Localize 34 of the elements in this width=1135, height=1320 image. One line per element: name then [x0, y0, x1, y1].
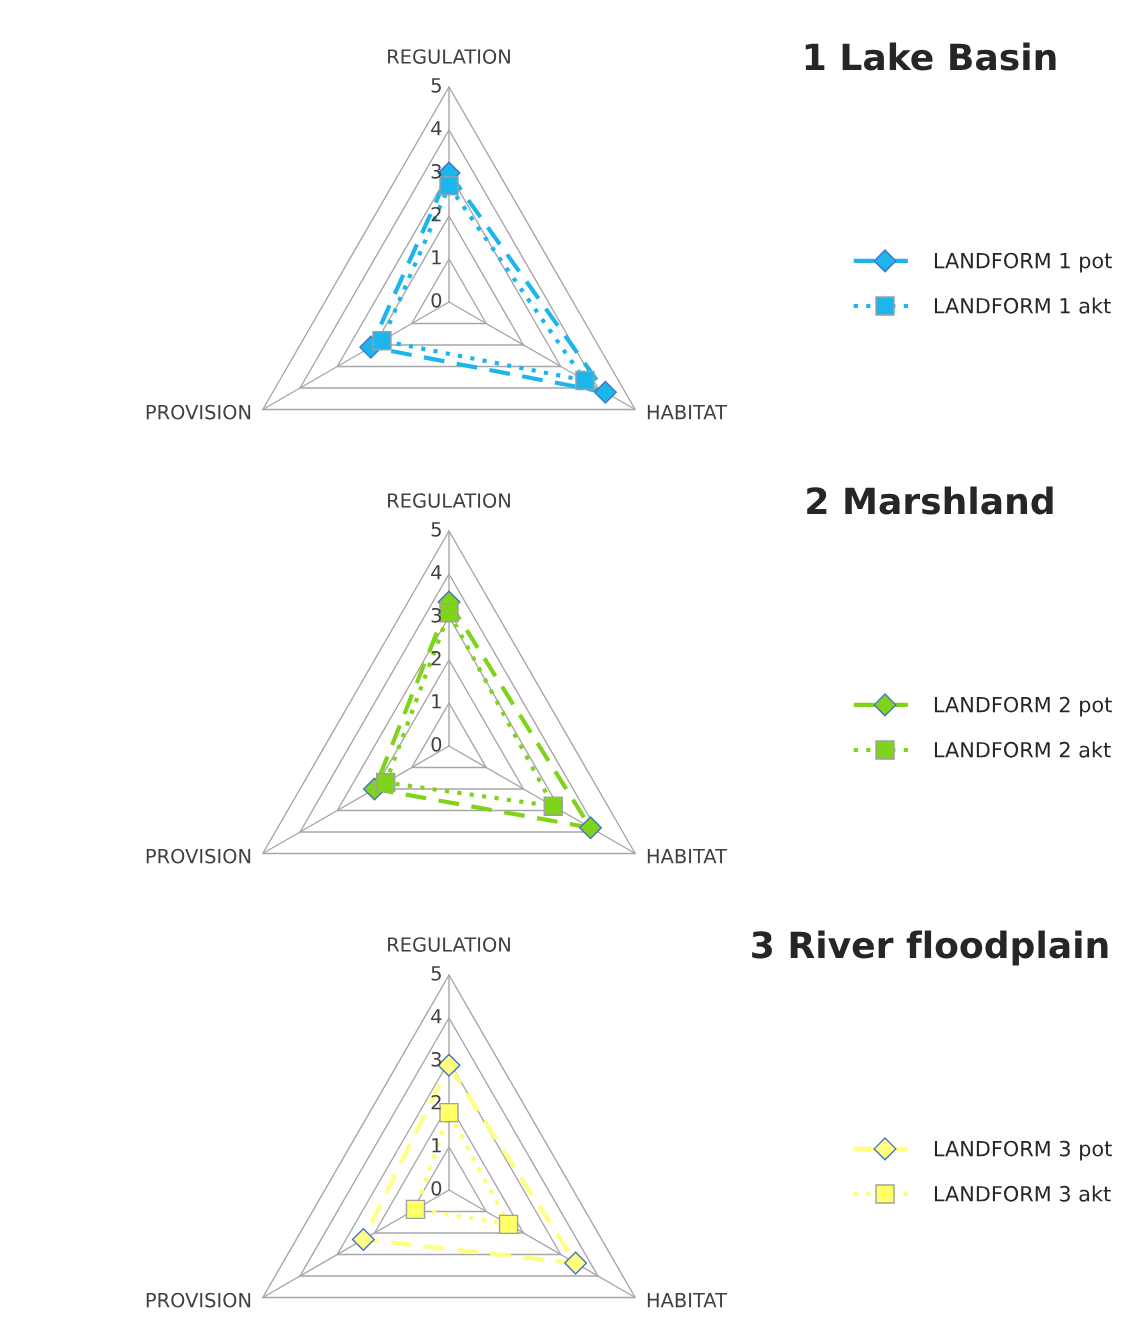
y-tick-label: 0: [431, 292, 442, 308]
spoke-label: HABITAT: [647, 848, 728, 864]
y-tick-label: 3: [431, 1051, 441, 1067]
legend-label: LANDFORM 2 pot: [934, 696, 1112, 717]
y-tick-label: 2: [431, 650, 441, 666]
legend-label: LANDFORM 1 akt: [934, 297, 1111, 314]
y-tick-label: 1: [432, 694, 441, 709]
y-tick-label: 2: [431, 206, 441, 222]
legend-label: LANDFORM 3 pot: [934, 1140, 1112, 1161]
y-tick-label: 3: [431, 163, 441, 179]
y-tick-label: 0: [431, 736, 442, 752]
spoke-label: HABITAT: [647, 1292, 728, 1308]
legend-label: LANDFORM 3 akt: [934, 1185, 1111, 1202]
y-tick-label: 5: [431, 966, 441, 981]
chart-title: 2 Marshland: [807, 486, 1053, 515]
spoke-label: REGULATION: [388, 493, 510, 508]
y-tick-label: 0: [431, 1180, 442, 1196]
spoke-label: HABITAT: [647, 404, 728, 420]
y-tick-label: 4: [431, 1009, 442, 1024]
spoke-label: REGULATION: [388, 937, 510, 952]
y-tick-label: 1: [432, 1138, 441, 1153]
spoke-label: REGULATION: [388, 49, 510, 64]
y-tick-label: 1: [432, 250, 441, 265]
spoke-label: PROVISION: [146, 1292, 251, 1308]
y-tick-label: 5: [431, 78, 441, 93]
y-tick-label: 4: [431, 565, 442, 580]
spoke-label: PROVISION: [146, 404, 251, 420]
legend-label: LANDFORM 2 akt: [934, 741, 1111, 758]
legend-label: LANDFORM 1 pot: [934, 252, 1112, 273]
y-tick-label: 5: [431, 522, 441, 537]
y-tick-label: 4: [431, 121, 442, 136]
spoke-label: PROVISION: [146, 848, 251, 864]
chart-title: 1 Lake Basin: [805, 42, 1056, 71]
chart-title: 3 River floodplain: [752, 930, 1108, 966]
